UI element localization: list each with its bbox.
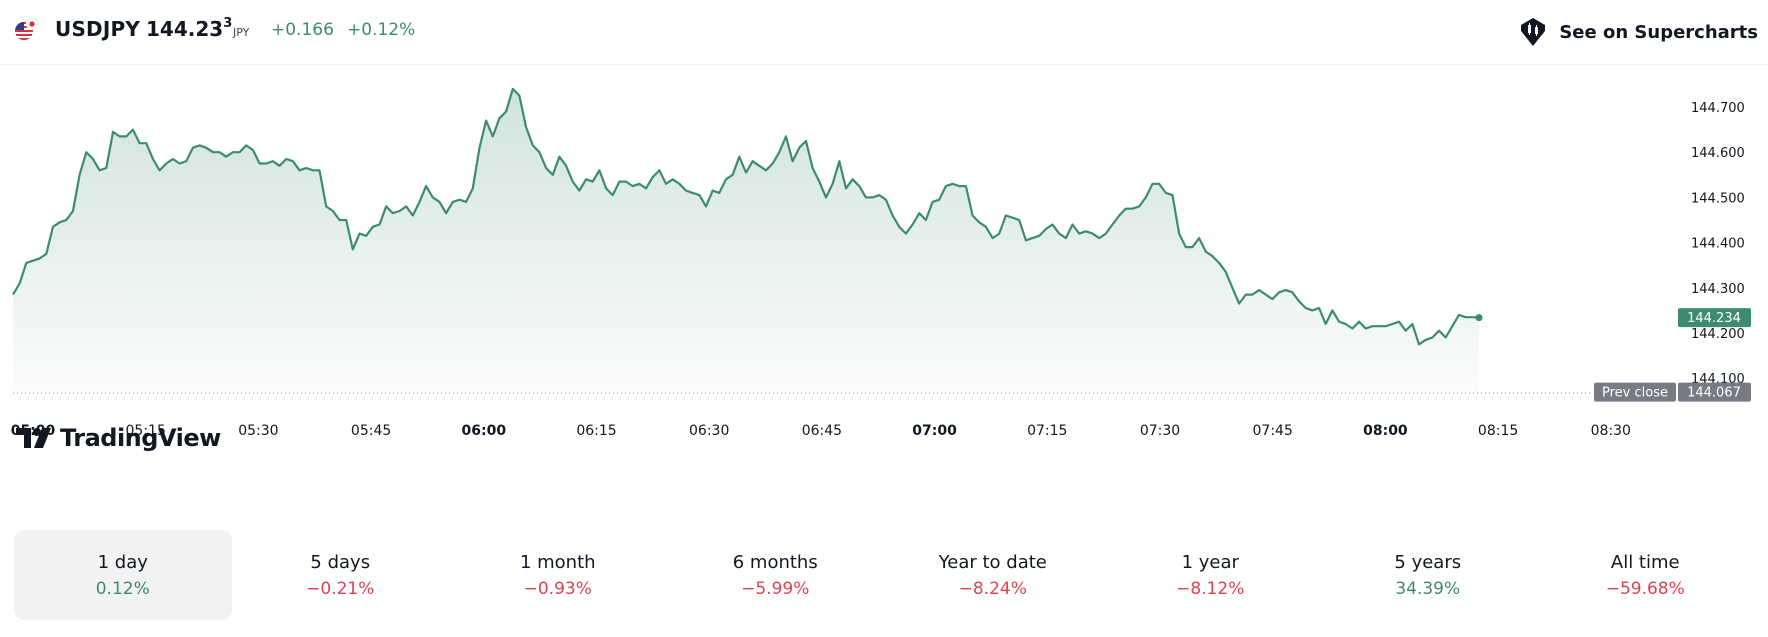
tradingview-logo-text: TradingView <box>60 424 221 452</box>
x-tick-label: 07:30 <box>1140 423 1180 439</box>
current-price: 144.233 <box>146 16 233 41</box>
prev-close-value: 144.067 <box>1687 386 1741 401</box>
prev-close-title: Prev close <box>1602 386 1668 401</box>
y-tick-label: 144.700 <box>1691 101 1745 116</box>
y-tick-label: 144.600 <box>1691 146 1745 161</box>
y-axis: 144.700 144.600 144.500 144.400 144.300 144.2… <box>1691 101 1745 387</box>
last-price-tag: 144.234 <box>1678 308 1751 328</box>
prev-close-tag: Prev close 144.067 <box>1594 382 1751 402</box>
currency-code: JPY <box>233 26 250 39</box>
last-price-point <box>1475 314 1483 322</box>
period-label: 6 months <box>732 551 818 573</box>
period-change: −8.12% <box>1176 578 1245 599</box>
period-5-years[interactable]: 5 years 34.39% <box>1319 530 1537 620</box>
period-change: −8.24% <box>958 578 1027 599</box>
period-label: All time <box>1610 551 1680 573</box>
period-label: 1 year <box>1181 551 1239 573</box>
period-change: −0.21% <box>306 578 375 599</box>
period-change: −59.68% <box>1605 578 1685 599</box>
y-tick-label: 144.200 <box>1691 327 1745 342</box>
period-selector: 1 day 0.12% 5 days −0.21% 1 month −0.93%… <box>14 530 1754 620</box>
x-tick-label: 06:45 <box>802 423 842 439</box>
x-tick-label: 07:00 <box>912 423 957 439</box>
period-all-time[interactable]: All time −59.68% <box>1537 530 1755 620</box>
period-change: 0.12% <box>95 578 150 599</box>
price-line <box>12 87 1480 346</box>
period-1-year[interactable]: 1 year −8.12% <box>1102 530 1320 620</box>
period-label: 5 days <box>310 551 371 573</box>
see-on-supercharts-link[interactable]: See on Supercharts <box>1517 16 1758 48</box>
price-chart[interactable]: 144.700 144.600 144.500 144.400 144.300 144.2… <box>0 64 1768 484</box>
x-tick-label: 05:30 <box>238 423 278 439</box>
x-tick-label: 06:15 <box>576 423 616 439</box>
tradingview-logo[interactable]: TradingView <box>16 424 221 452</box>
x-tick-label: 05:45 <box>351 423 391 439</box>
price-area-fill <box>13 88 1479 394</box>
supercharts-label: See on Supercharts <box>1559 21 1758 43</box>
period-change: 34.39% <box>1395 578 1461 599</box>
symbol-header: USDJPY 144.233 JPY +0.166 +0.12% See on … <box>0 0 1768 65</box>
period-1-day[interactable]: 1 day 0.12% <box>14 530 232 620</box>
supercharts-icon <box>1521 18 1546 46</box>
price-change-percent: +0.12% <box>347 20 416 40</box>
period-5-days[interactable]: 5 days −0.21% <box>232 530 450 620</box>
y-tick-label: 144.400 <box>1691 237 1745 252</box>
x-axis: 05:00 05:15 05:30 05:45 06:00 06:15 06:30 06:45… <box>11 423 1631 439</box>
period-label: 1 month <box>519 551 596 573</box>
x-tick-label: 08:30 <box>1591 423 1631 439</box>
symbol-name: USDJPY <box>55 17 141 41</box>
price-change: +0.166 <box>271 20 334 40</box>
x-tick-label: 06:30 <box>689 423 729 439</box>
period-6-months[interactable]: 6 months −5.99% <box>667 530 885 620</box>
x-tick-label: 07:15 <box>1027 423 1067 439</box>
x-tick-label: 06:00 <box>462 423 507 439</box>
y-tick-label: 144.300 <box>1691 282 1745 297</box>
y-tick-label: 144.500 <box>1691 191 1745 206</box>
us-jp-flag-icon <box>15 17 38 40</box>
period-change: −0.93% <box>523 578 592 599</box>
x-tick-label: 08:00 <box>1363 423 1408 439</box>
period-year-to-date[interactable]: Year to date −8.24% <box>884 530 1102 620</box>
tradingview-logo-icon <box>16 428 51 448</box>
x-tick-label: 08:15 <box>1478 423 1518 439</box>
period-label: Year to date <box>938 551 1047 573</box>
period-1-month[interactable]: 1 month −0.93% <box>449 530 667 620</box>
x-tick-label: 05:15 <box>126 423 166 439</box>
period-change: −5.99% <box>741 578 810 599</box>
x-tick-label: 07:45 <box>1253 423 1293 439</box>
period-label: 5 years <box>1394 551 1462 573</box>
period-label: 1 day <box>97 551 148 573</box>
last-price-label: 144.234 <box>1687 311 1741 326</box>
